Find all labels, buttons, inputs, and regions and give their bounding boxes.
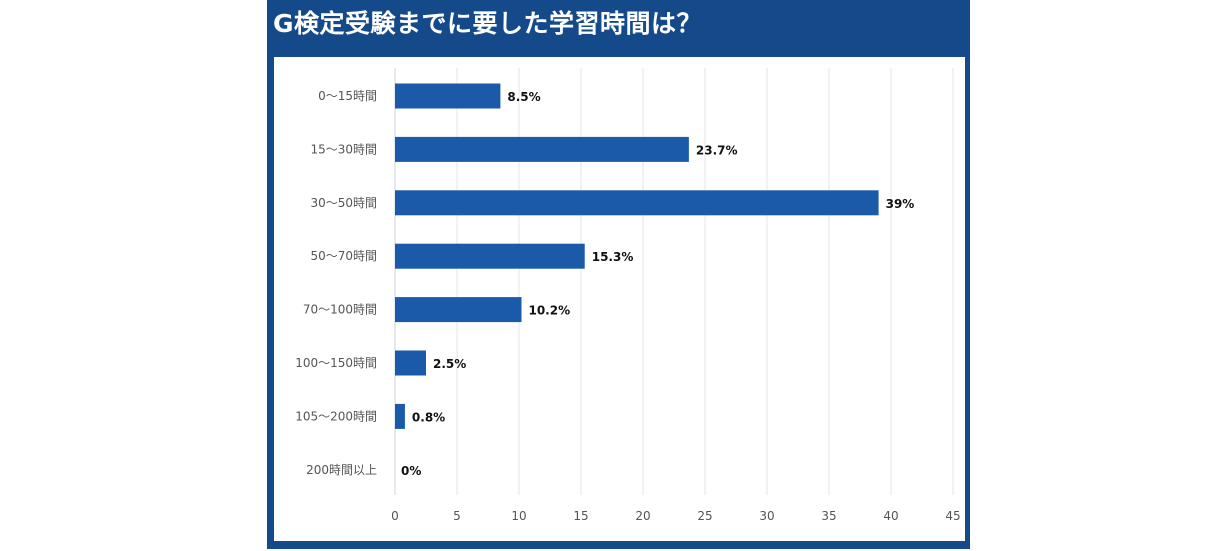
data-label: 2.5% [433, 357, 466, 371]
x-tick-label: 25 [697, 509, 712, 523]
x-tick-label: 5 [453, 509, 461, 523]
data-label: 0% [401, 464, 421, 478]
bar [395, 297, 522, 323]
data-label: 10.2% [528, 304, 570, 318]
bar [395, 190, 879, 216]
x-tick-label: 40 [883, 509, 898, 523]
x-tick-label: 20 [635, 509, 650, 523]
category-label: 15〜30時間 [310, 142, 377, 156]
data-label: 15.3% [592, 250, 634, 264]
bar [395, 83, 501, 109]
bar [395, 136, 689, 162]
category-label: 105〜200時間 [295, 409, 377, 423]
x-tick-label: 35 [821, 509, 836, 523]
data-label: 0.8% [412, 410, 445, 424]
x-tick-label: 0 [391, 509, 399, 523]
x-tick-label: 10 [511, 509, 526, 523]
category-label: 200時間以上 [306, 463, 377, 477]
x-tick-label: 45 [945, 509, 960, 523]
x-tick-label: 15 [573, 509, 588, 523]
data-label: 23.7% [696, 143, 738, 157]
category-label: 100〜150時間 [295, 356, 377, 370]
category-label: 30〜50時間 [310, 196, 377, 210]
category-label: 0〜15時間 [318, 89, 377, 103]
bar [395, 403, 405, 429]
category-label: 50〜70時間 [310, 249, 377, 263]
bar [395, 350, 426, 376]
bar [395, 243, 585, 269]
chart-title: G検定受験までに要した学習時間は？ [273, 9, 703, 38]
category-label: 70〜100時間 [303, 303, 377, 317]
x-tick-label: 30 [759, 509, 774, 523]
data-label: 39% [886, 197, 915, 211]
data-label: 8.5% [507, 90, 540, 104]
